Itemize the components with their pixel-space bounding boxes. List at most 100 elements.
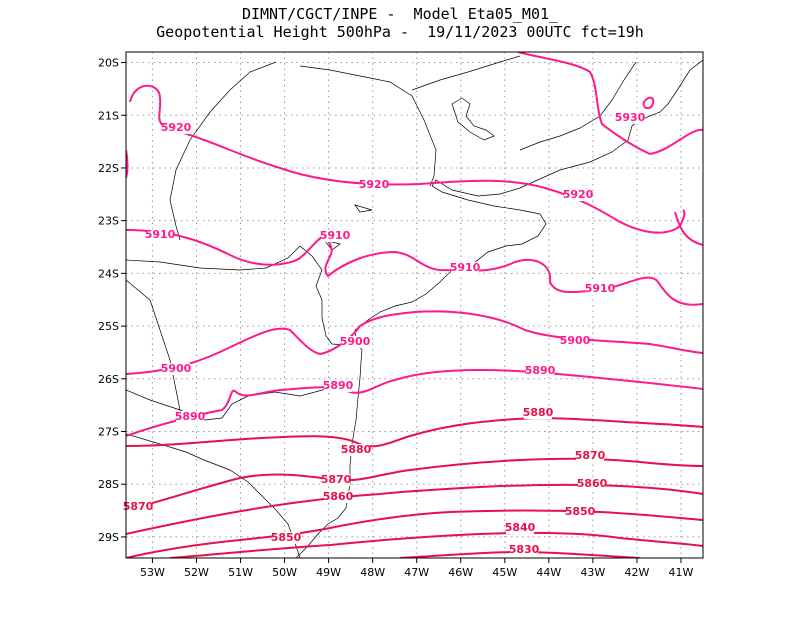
contour-label-bg xyxy=(341,336,369,348)
contour-label-5890: 5890 xyxy=(525,364,556,377)
contour-line-5850 xyxy=(126,509,703,558)
contour-line-5870 xyxy=(126,457,703,511)
lon-tick-label: 53W xyxy=(140,566,165,579)
lat-tick-label: 22S xyxy=(98,162,119,175)
state-border xyxy=(299,65,437,187)
lat-tick-label: 29S xyxy=(98,531,119,544)
contour-label-bg xyxy=(578,478,606,490)
contour-label-5880: 5880 xyxy=(523,406,554,419)
contour-line-5890 xyxy=(126,368,703,437)
lat-tick-label: 20S xyxy=(98,57,119,70)
contour-label-5890: 5890 xyxy=(323,379,354,392)
contour-label-bg xyxy=(526,365,554,377)
lon-tick-label: 46W xyxy=(448,566,473,579)
title-line-2: Geopotential Height 500hPa - 19/11/2023 … xyxy=(156,23,644,41)
contour-label-bg xyxy=(176,411,204,423)
lat-tick-label: 26S xyxy=(98,373,119,386)
contour-label-bg xyxy=(561,335,589,347)
contour-label-5900: 5900 xyxy=(340,335,371,348)
contour-label-5900: 5900 xyxy=(560,334,591,347)
contour-line-5930 xyxy=(517,52,703,156)
lon-tick-label: 50W xyxy=(272,566,297,579)
lon-tick-label: 47W xyxy=(404,566,429,579)
contour-label-bg xyxy=(566,506,594,518)
contour-label-bg xyxy=(342,444,370,456)
contour-label-bg xyxy=(324,491,352,503)
lon-tick-label: 51W xyxy=(228,566,253,579)
contour-label-5910: 5910 xyxy=(585,282,616,295)
lat-tick-label: 23S xyxy=(98,215,119,228)
contour-label-bg xyxy=(162,363,190,375)
contour-label-bg xyxy=(360,179,388,191)
contour-label-5850: 5850 xyxy=(271,531,302,544)
contour-label-5830: 5830 xyxy=(509,543,540,556)
contour-label-bg xyxy=(506,522,534,534)
contour-label-bg xyxy=(124,501,152,513)
contour-label-bg xyxy=(162,122,190,134)
state-border xyxy=(519,61,637,151)
contour-label-5910: 5910 xyxy=(320,229,351,242)
contour-label-5870: 5870 xyxy=(321,473,352,486)
contour-label-bg xyxy=(451,262,479,274)
coastlines-borders xyxy=(126,55,703,558)
contour-line-5930 xyxy=(642,96,655,110)
contour-label-5910: 5910 xyxy=(450,261,481,274)
lon-tick-label: 44W xyxy=(536,566,561,579)
lon-tick-label: 42W xyxy=(624,566,649,579)
lon-tick-label: 43W xyxy=(580,566,605,579)
contour-line-5880 xyxy=(126,416,703,448)
contour-label-bg xyxy=(616,112,644,124)
contour-line-5920 xyxy=(129,84,686,234)
contour-label-5860: 5860 xyxy=(323,490,354,503)
state-border xyxy=(126,279,181,411)
contour-line-5860 xyxy=(126,483,703,535)
geopotential-contours xyxy=(126,52,703,558)
contour-label-5890: 5890 xyxy=(175,410,206,423)
state-border xyxy=(126,433,301,558)
contour-label-5840: 5840 xyxy=(505,521,536,534)
contour-label-5920: 5920 xyxy=(161,121,192,134)
contour-label-5860: 5860 xyxy=(577,477,608,490)
state-border xyxy=(411,55,521,91)
contour-label-5920: 5920 xyxy=(359,178,390,191)
contour-label-5850: 5850 xyxy=(565,505,596,518)
contour-line-5840 xyxy=(169,531,703,558)
contour-line-5910 xyxy=(674,211,703,246)
contour-label-bg xyxy=(586,283,614,295)
map-frame xyxy=(125,51,704,559)
axis-ticks: 20S 21S 22S 23S 24S 25S 26S 27S 28S 29S 53W 52W 51W 5… xyxy=(98,57,694,579)
lon-tick-label: 52W xyxy=(184,566,209,579)
contour-labels: 5930 5920 5920 5920 5910 5910 5910 5910 5900 5900… xyxy=(123,111,646,556)
contour-label-bg xyxy=(146,229,174,241)
lon-tick-label: 45W xyxy=(492,566,517,579)
contour-line-5910 xyxy=(126,229,703,306)
coastline-islands xyxy=(323,204,373,251)
contour-label-bg xyxy=(322,474,350,486)
state-border xyxy=(126,387,353,421)
contour-label-5870: 5870 xyxy=(575,449,606,462)
contour-label-bg xyxy=(510,544,538,556)
lat-tick-label: 28S xyxy=(98,478,119,491)
contour-label-5900: 5900 xyxy=(161,362,192,375)
lat-tick-label: 21S xyxy=(98,109,119,122)
lat-tick-label: 27S xyxy=(98,426,119,439)
contour-label-bg xyxy=(524,407,552,419)
contour-label-bg xyxy=(564,189,592,201)
state-border xyxy=(169,61,277,241)
contour-label-5920: 5920 xyxy=(563,188,594,201)
contour-label-5880: 5880 xyxy=(341,443,372,456)
grid-lines xyxy=(126,52,703,558)
lat-tick-label: 25S xyxy=(98,320,119,333)
reservoir xyxy=(451,97,495,141)
lat-tick-label: 24S xyxy=(98,267,119,280)
contour-line-5900 xyxy=(126,310,703,375)
title-line-1: DIMNT/CGCT/INPE - Model Eta05_M01_ xyxy=(241,5,559,23)
contour-label-bg xyxy=(324,380,352,392)
lon-tick-label: 41W xyxy=(669,566,694,579)
state-border xyxy=(126,245,361,347)
contour-label-5930: 5930 xyxy=(615,111,646,124)
contour-label-bg xyxy=(272,532,300,544)
contour-label-5870: 5870 xyxy=(123,500,154,513)
lon-tick-label: 49W xyxy=(316,566,341,579)
